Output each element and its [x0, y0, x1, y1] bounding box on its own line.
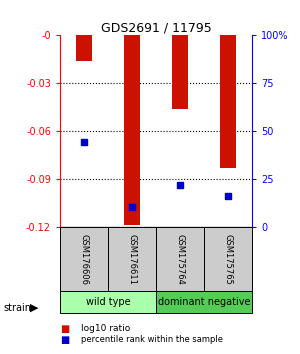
- Text: GSM176606: GSM176606: [80, 234, 88, 285]
- Text: percentile rank within the sample: percentile rank within the sample: [81, 335, 223, 344]
- Bar: [156, 227, 204, 292]
- Bar: [156, 291, 252, 313]
- Text: ■: ■: [60, 324, 69, 333]
- Text: ■: ■: [60, 335, 69, 345]
- Text: dominant negative: dominant negative: [158, 297, 250, 307]
- Point: [178, 182, 182, 187]
- Text: GSM175764: GSM175764: [176, 234, 184, 285]
- Point: [130, 205, 134, 210]
- Text: GSM175765: GSM175765: [224, 234, 232, 285]
- Text: wild type: wild type: [86, 297, 130, 307]
- Title: GDS2691 / 11795: GDS2691 / 11795: [100, 21, 212, 34]
- Text: log10 ratio: log10 ratio: [81, 324, 130, 333]
- Point: [226, 193, 230, 199]
- Bar: [76, 35, 92, 61]
- Bar: [220, 35, 236, 168]
- Text: GSM176611: GSM176611: [128, 234, 136, 285]
- Bar: [108, 227, 156, 292]
- Text: ▶: ▶: [30, 303, 39, 313]
- Bar: [172, 35, 188, 109]
- Bar: [204, 227, 252, 292]
- Text: strain: strain: [3, 303, 31, 313]
- Point: [82, 139, 86, 145]
- Bar: [60, 227, 108, 292]
- Bar: [60, 291, 156, 313]
- Bar: [124, 35, 140, 225]
